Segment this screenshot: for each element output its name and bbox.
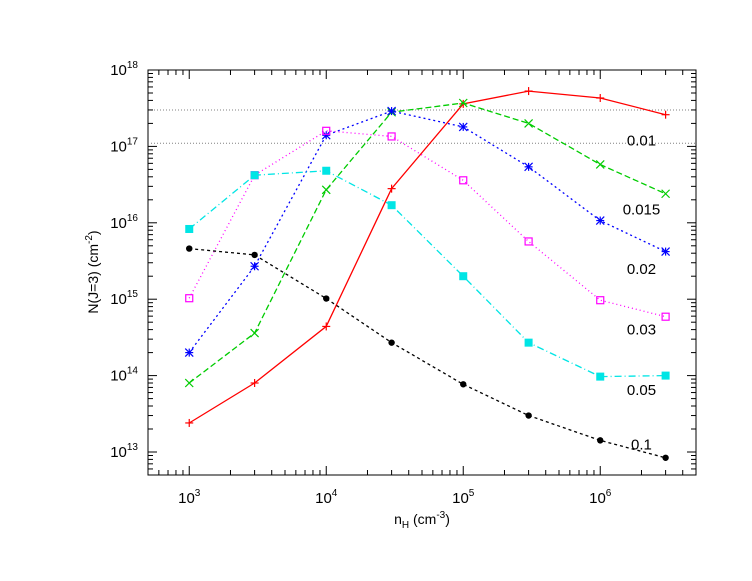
x-axis-ticks: 103 104 105 106 bbox=[147, 70, 697, 507]
series-0.015 bbox=[184, 98, 671, 388]
series-line bbox=[188, 170, 666, 378]
series-0.02 bbox=[184, 106, 671, 358]
data-point bbox=[459, 176, 468, 185]
data-point bbox=[251, 251, 258, 259]
data-point bbox=[460, 381, 467, 388]
series-label: 0.05 bbox=[627, 382, 656, 399]
series-labels: 0.01 0.015 0.02 0.03 0.05 0.1 bbox=[623, 132, 661, 453]
data-point bbox=[596, 372, 605, 381]
x-tick-label: 103 bbox=[178, 488, 201, 507]
data-point bbox=[322, 166, 331, 175]
series-layer bbox=[184, 87, 671, 461]
data-point bbox=[524, 118, 534, 128]
reference-lines bbox=[148, 109, 696, 144]
data-point bbox=[661, 110, 670, 119]
data-point bbox=[184, 348, 194, 358]
series-label: 0.015 bbox=[623, 201, 661, 218]
x-tick-label: 105 bbox=[452, 488, 475, 507]
data-point bbox=[524, 338, 533, 347]
data-point bbox=[387, 106, 397, 116]
data-point bbox=[323, 295, 330, 302]
data-point bbox=[250, 171, 259, 180]
y-tick-label: 1014 bbox=[110, 366, 138, 385]
data-point bbox=[250, 261, 260, 271]
data-point bbox=[250, 328, 260, 338]
data-point bbox=[184, 378, 194, 388]
series-line bbox=[188, 130, 666, 318]
x-tick-label: 104 bbox=[315, 488, 338, 507]
data-point bbox=[458, 98, 468, 108]
data-point bbox=[595, 216, 605, 225]
data-point bbox=[524, 162, 534, 172]
series-0.1 bbox=[186, 245, 669, 461]
data-point bbox=[596, 296, 605, 305]
data-point bbox=[185, 294, 194, 303]
data-point bbox=[321, 185, 331, 195]
data-point bbox=[524, 87, 533, 96]
series-0.05 bbox=[185, 166, 670, 381]
y-axis-ticks: 1013 1014 1015 1016 1017 1018 bbox=[110, 60, 696, 476]
series-line bbox=[188, 110, 666, 353]
data-point bbox=[661, 247, 671, 257]
data-point bbox=[661, 312, 670, 321]
y-axis-label: N(J=3) (cm-2) bbox=[84, 230, 101, 313]
series-label: 0.01 bbox=[627, 132, 656, 149]
data-point bbox=[661, 371, 670, 380]
y-tick-label: 1016 bbox=[110, 213, 138, 232]
series-line bbox=[188, 102, 666, 384]
data-point bbox=[185, 224, 194, 233]
data-point bbox=[250, 379, 259, 388]
data-point bbox=[388, 339, 395, 346]
data-point bbox=[662, 454, 669, 461]
data-point bbox=[524, 237, 533, 246]
data-point bbox=[525, 412, 532, 419]
data-point bbox=[185, 418, 194, 427]
plot-frame bbox=[147, 69, 697, 476]
series-label: 0.1 bbox=[631, 437, 652, 454]
series-line bbox=[188, 90, 666, 424]
data-point bbox=[186, 245, 193, 252]
x-axis-label: nH (cm-3) bbox=[394, 510, 450, 531]
data-point bbox=[459, 272, 468, 281]
x-tick-label: 106 bbox=[589, 488, 612, 507]
data-point bbox=[595, 160, 605, 169]
y-tick-label: 1015 bbox=[110, 289, 138, 308]
series-label: 0.03 bbox=[627, 322, 656, 339]
series-line bbox=[189, 247, 666, 459]
data-point bbox=[322, 322, 331, 331]
data-point bbox=[387, 132, 396, 141]
data-point bbox=[387, 201, 396, 210]
data-point bbox=[458, 122, 468, 132]
y-tick-label: 1017 bbox=[110, 136, 138, 155]
y-tick-label: 1018 bbox=[110, 60, 138, 79]
data-point bbox=[596, 94, 605, 103]
data-point bbox=[597, 437, 604, 444]
data-point bbox=[387, 184, 396, 193]
data-point bbox=[661, 189, 671, 199]
series-label: 0.02 bbox=[627, 261, 656, 278]
data-point bbox=[322, 126, 331, 135]
y-tick-label: 1013 bbox=[110, 442, 138, 461]
